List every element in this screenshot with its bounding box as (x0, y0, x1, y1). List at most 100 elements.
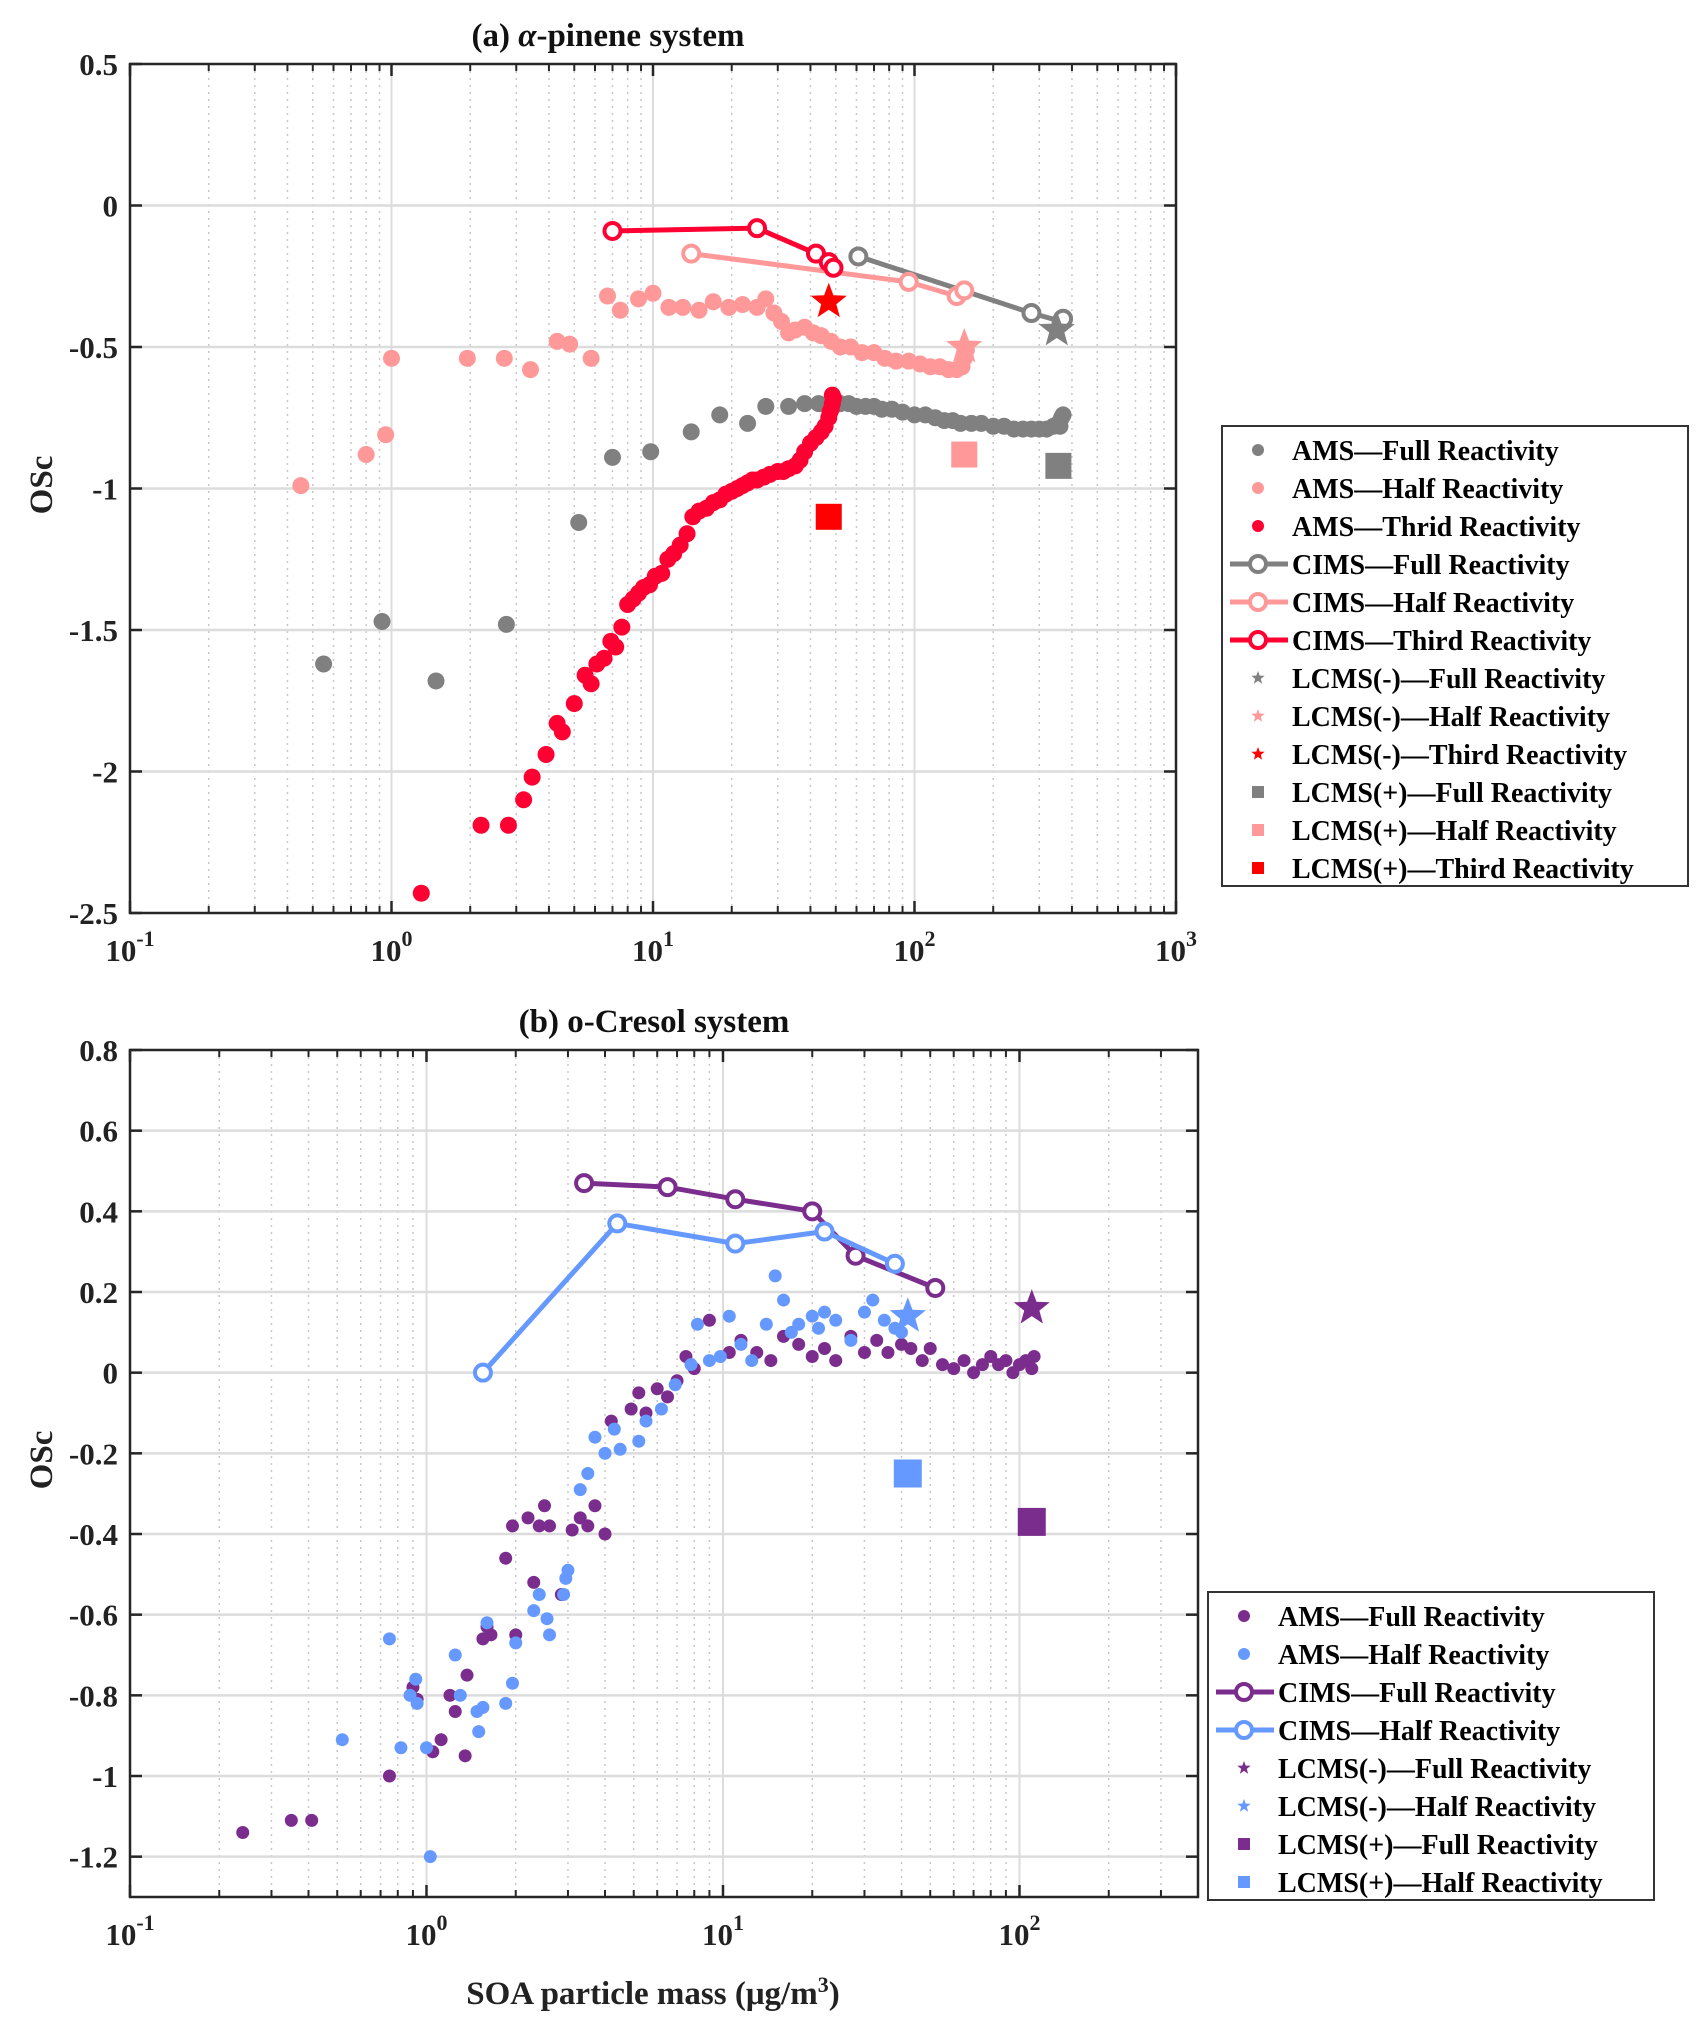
legend-item: AMS—Full Reactivity (1252, 436, 1559, 467)
data-point (999, 1354, 1013, 1368)
data-point (881, 1346, 895, 1359)
data-point (499, 816, 517, 834)
data-point-marker (823, 257, 844, 278)
legend-item: LCMS(-)—Full Reactivity (1237, 1754, 1591, 1785)
data-point (704, 293, 722, 311)
star-marker (946, 328, 983, 363)
legend-star-icon (1251, 671, 1265, 684)
x-label-superscript: 3 (818, 1972, 829, 1997)
data-point (521, 1511, 535, 1525)
legend-dot-icon (1238, 1648, 1250, 1660)
data-point (410, 1696, 424, 1710)
data-point-marker (681, 243, 702, 264)
legend-item: CIMS—Full Reactivity (1230, 550, 1570, 581)
data-point (684, 1358, 698, 1372)
y-tick-label: -1 (92, 472, 118, 507)
legend-label: AMS—Full Reactivity (1292, 436, 1559, 467)
y-tick-label: -0.8 (69, 1678, 118, 1713)
panel-b-y-axis-label: OSc (24, 1431, 60, 1490)
legend-item: LCMS(-)—Half Reactivity (1251, 702, 1610, 733)
legend-item: LCMS(+)—Third Reactivity (1252, 854, 1634, 885)
legend-item: LCMS(+)—Full Reactivity (1252, 778, 1612, 809)
legend-label: LCMS(-)—Full Reactivity (1278, 1754, 1591, 1785)
series-lcms-full-reactivity (1013, 1289, 1050, 1324)
legend-dot-icon (1238, 1610, 1250, 1622)
data-point (581, 1519, 595, 1533)
data-point (805, 1309, 819, 1323)
x-tick-exponent: 1 (733, 1910, 744, 1935)
data-point (624, 1402, 638, 1416)
legend-square-icon (1252, 862, 1264, 874)
data-point (702, 1354, 716, 1368)
data-point (527, 1604, 541, 1618)
x-tick-exponent: 0 (402, 926, 413, 951)
data-point (603, 448, 621, 466)
data-point (458, 1749, 472, 1763)
legend-label: LCMS(-)—Third Reactivity (1292, 740, 1627, 771)
data-point (653, 564, 671, 582)
legend-label: AMS—Half Reactivity (1278, 1640, 1549, 1671)
data-point (335, 1733, 349, 1747)
data-point (792, 1337, 806, 1351)
data-point (515, 791, 533, 809)
x-tick-label: 10-1 (105, 1910, 154, 1952)
panel-a-y-axis-label: OSc (24, 456, 60, 515)
data-point (957, 1354, 971, 1368)
x-tick-base: 10 (632, 933, 663, 968)
data-point (629, 290, 647, 308)
data-point (757, 290, 775, 308)
data-point (527, 1575, 541, 1589)
star-marker (1038, 311, 1075, 346)
star-marker (1013, 1289, 1050, 1324)
series-lcms-half-reactivity (951, 441, 978, 468)
data-point (984, 1350, 998, 1364)
y-tick-label: -1 (92, 1759, 118, 1794)
panel-a-title-prefix: (a) (471, 18, 518, 54)
legend-label: CIMS—Third Reactivity (1292, 626, 1591, 657)
data-point (668, 1378, 682, 1392)
data-point-marker (954, 280, 975, 301)
series-cims-half-reactivity (681, 243, 975, 307)
square-marker (951, 441, 978, 468)
data-point (453, 1688, 467, 1702)
data-point (1025, 1362, 1039, 1376)
x-tick-exponent: 2 (925, 926, 936, 951)
legend-label: AMS—Full Reactivity (1278, 1602, 1545, 1633)
data-point (443, 1688, 457, 1702)
series-line (481, 1220, 896, 1375)
y-tick-label: 0.2 (79, 1275, 118, 1310)
data-point-marker (925, 1277, 946, 1298)
legend-label: CIMS—Full Reactivity (1278, 1678, 1556, 1709)
legend-label: CIMS—Full Reactivity (1292, 550, 1570, 581)
data-point (866, 1293, 880, 1307)
data-point (632, 1434, 646, 1448)
legend-square-icon (1252, 786, 1264, 798)
panel-b-legend: AMS—Full Reactivity AMS—Half Reactivity CI… (1207, 1591, 1655, 1901)
data-point (236, 1825, 250, 1839)
y-tick-label: 0.5 (79, 47, 118, 82)
series-ams-full-reactivity (315, 395, 1072, 690)
data-point (764, 1354, 778, 1368)
series-lcms-full-reactivity (1045, 452, 1072, 479)
y-tick-label: 0.4 (79, 1194, 118, 1229)
data-point (499, 1696, 513, 1710)
data-point (543, 1519, 557, 1533)
y-tick-label: -2 (92, 755, 118, 790)
data-point-marker (884, 1253, 905, 1274)
data-point (505, 1519, 519, 1533)
data-point (509, 1636, 523, 1650)
axes-box (128, 1048, 1200, 1899)
data-point (678, 525, 696, 543)
data-point (947, 1362, 961, 1376)
data-point (613, 1442, 627, 1456)
y-tick-label: 0 (103, 1356, 119, 1391)
legend-label: LCMS(+)—Full Reactivity (1278, 1830, 1598, 1861)
data-point (532, 1519, 546, 1533)
panel-b-axes: 10-1 100 101 1020.80.60.40.20-0.2-0.4-0.6-0… (69, 1033, 1200, 1952)
data-point (654, 1402, 668, 1416)
data-point (674, 298, 692, 316)
x-tick-base: 10 (405, 1917, 436, 1952)
data-point (561, 335, 579, 353)
